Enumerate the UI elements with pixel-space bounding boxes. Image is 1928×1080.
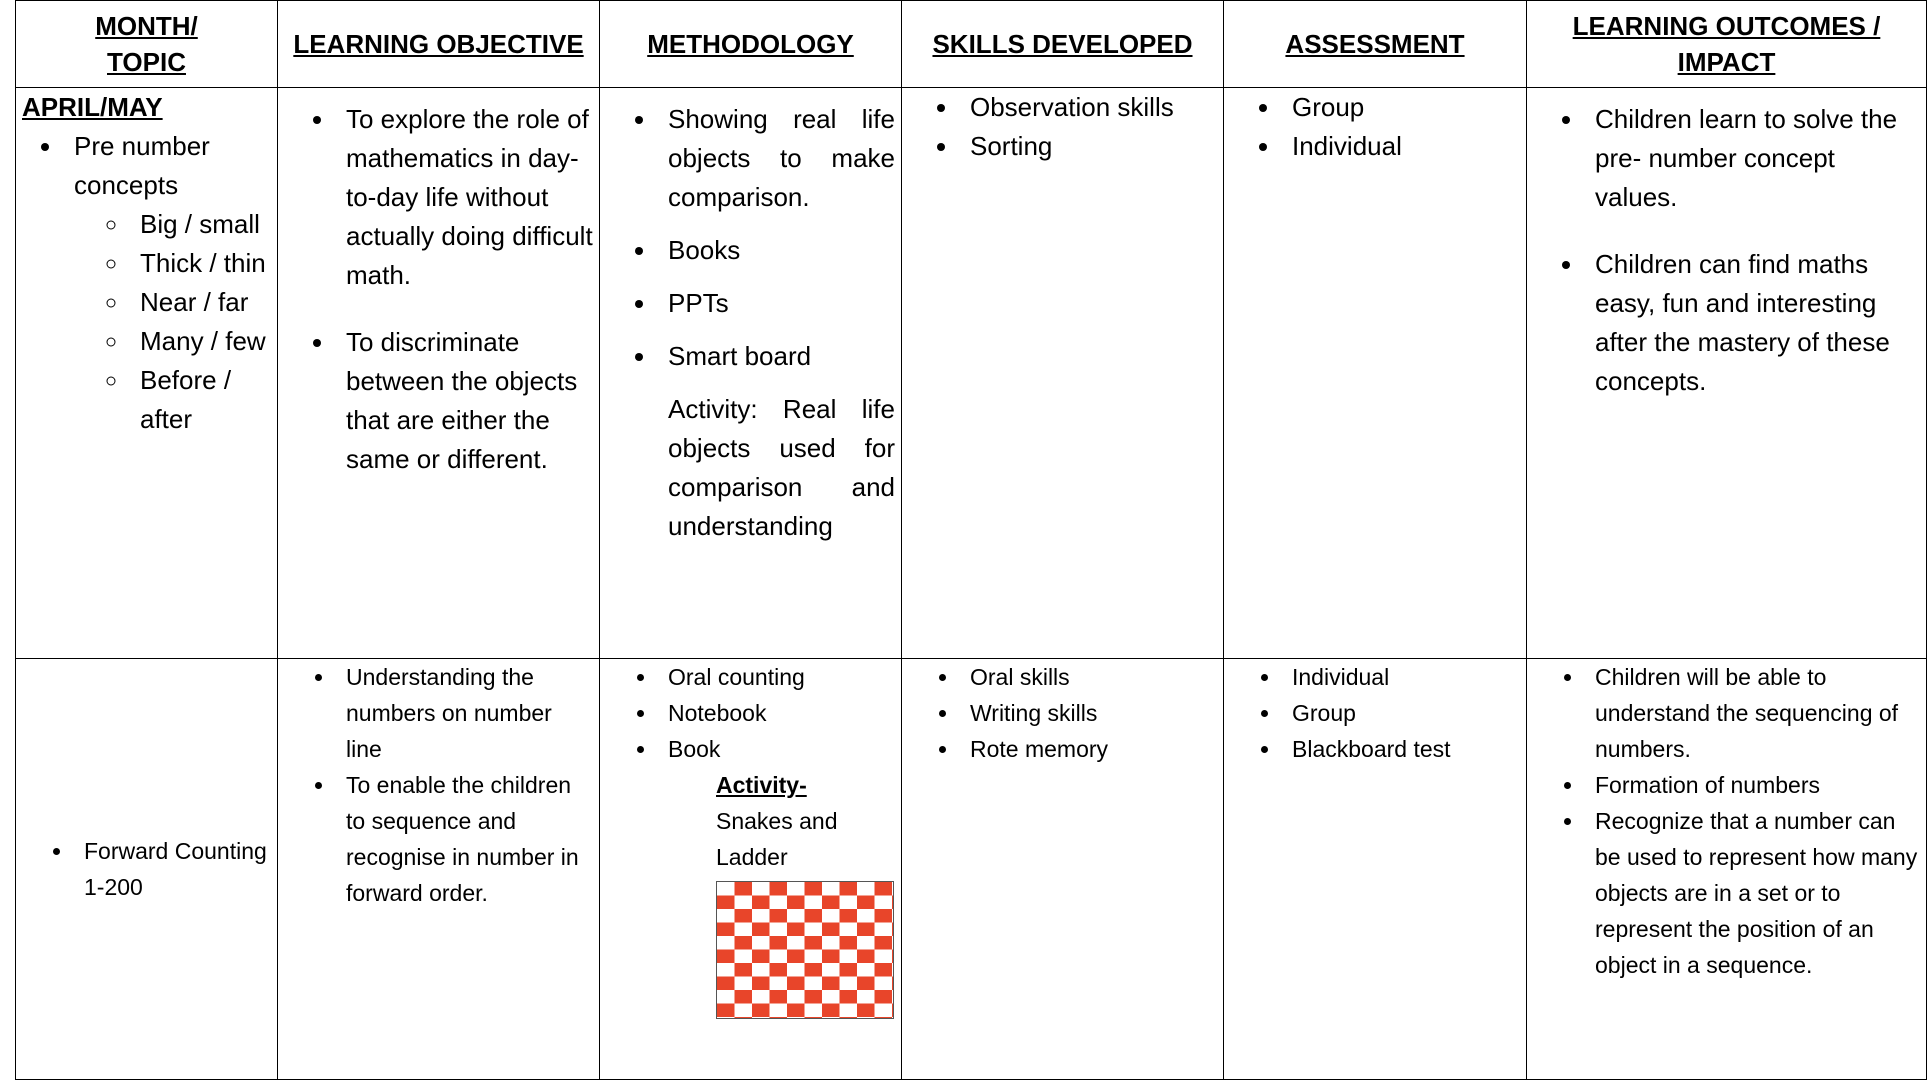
sub-item: Many / few bbox=[130, 322, 271, 361]
bullet-item: Children can find maths easy, fun and in… bbox=[1585, 245, 1920, 401]
bullet-item: Smart board bbox=[658, 337, 895, 376]
lesson-plan-table: MONTH/ TOPIC LEARNING OBJECTIVE METHODOLOG… bbox=[15, 0, 1927, 1080]
bullet-item: Book bbox=[658, 731, 895, 767]
bullet-list: Observation skillsSorting bbox=[908, 88, 1217, 166]
column-header: SKILLS DEVELOPED bbox=[901, 0, 1224, 88]
bullet-list: Oral skillsWriting skillsRote memory bbox=[908, 659, 1217, 767]
bullet-list: To explore the role of mathematics in da… bbox=[284, 100, 593, 479]
bullet-item: Sorting bbox=[960, 127, 1217, 166]
bullet-item: To discriminate between the objects that… bbox=[336, 323, 593, 479]
bullet-list: Pre number conceptsBig / smallThick / th… bbox=[22, 127, 271, 439]
table-cell: Oral skillsWriting skillsRote memory bbox=[901, 658, 1224, 1080]
table-cell: Showing real life objects to make compar… bbox=[599, 87, 902, 659]
bullet-item: Group bbox=[1282, 88, 1520, 127]
bullet-item: Books bbox=[658, 231, 895, 270]
bullet-item: Children will be able to understand the … bbox=[1585, 659, 1920, 767]
bullet-item: Group bbox=[1282, 695, 1520, 731]
sub-item: Near / far bbox=[130, 283, 271, 322]
bullet-item: Individual bbox=[1282, 659, 1520, 695]
bullet-item: Understanding the numbers on number line bbox=[336, 659, 593, 767]
table-cell: Forward Counting 1-200 bbox=[15, 658, 278, 1080]
bullet-list: Oral countingNotebookBook bbox=[606, 659, 895, 767]
bullet-item: Showing real life objects to make compar… bbox=[658, 100, 895, 217]
bullet-list: Children will be able to understand the … bbox=[1533, 659, 1920, 983]
bullet-list: Understanding the numbers on number line… bbox=[284, 659, 593, 911]
bullet-item: To enable the children to sequence and r… bbox=[336, 767, 593, 911]
table-cell: Children learn to solve the pre- number … bbox=[1526, 87, 1927, 659]
bullet-item: Oral counting bbox=[658, 659, 895, 695]
bullet-item: PPTs bbox=[658, 284, 895, 323]
cell-heading: APRIL/MAY bbox=[22, 92, 163, 122]
bullet-list: Forward Counting 1-200 bbox=[22, 833, 271, 905]
bullet-item: Recognize that a number can be used to r… bbox=[1585, 803, 1920, 983]
table-cell: APRIL/MAY Pre number conceptsBig / smallT… bbox=[15, 87, 278, 659]
column-header: LEARNING OBJECTIVE bbox=[277, 0, 600, 88]
bullet-list: Children learn to solve the pre- number … bbox=[1533, 100, 1920, 401]
table-cell: Oral countingNotebookBook Activity- Snakes… bbox=[599, 658, 902, 1080]
table-cell: Understanding the numbers on number line… bbox=[277, 658, 600, 1080]
bullet-item: Observation skills bbox=[960, 88, 1217, 127]
column-header: MONTH/ TOPIC bbox=[15, 0, 278, 88]
activity-text: Snakes and Ladder bbox=[716, 808, 838, 870]
column-header: METHODOLOGY bbox=[599, 0, 902, 88]
bullet-item: Children learn to solve the pre- number … bbox=[1585, 100, 1920, 217]
table-row: Forward Counting 1-200Understanding the … bbox=[15, 658, 1927, 1080]
bullet-item: To explore the role of mathematics in da… bbox=[336, 100, 593, 295]
sub-item: Big / small bbox=[130, 205, 271, 244]
bullet-list: IndividualGroupBlackboard test bbox=[1230, 659, 1520, 767]
table-body: APRIL/MAY Pre number conceptsBig / smallT… bbox=[15, 87, 1927, 1080]
sub-item: Thick / thin bbox=[130, 244, 271, 283]
bullet-item: Pre number conceptsBig / smallThick / th… bbox=[64, 127, 271, 439]
bullet-list: GroupIndividual bbox=[1230, 88, 1520, 166]
bullet-item: Notebook bbox=[658, 695, 895, 731]
table-cell: Observation skillsSorting bbox=[901, 87, 1224, 659]
sub-item: Before / after bbox=[130, 361, 271, 439]
table-row: APRIL/MAY Pre number conceptsBig / smallT… bbox=[15, 87, 1927, 659]
activity-text: Activity: Real life objects used for com… bbox=[668, 394, 895, 541]
bullet-item: Forward Counting 1-200 bbox=[74, 833, 271, 905]
table-cell: Children will be able to understand the … bbox=[1526, 658, 1927, 1080]
table-cell: GroupIndividual bbox=[1223, 87, 1527, 659]
bullet-item: Individual bbox=[1282, 127, 1520, 166]
column-header: LEARNING OUTCOMES / IMPACT bbox=[1526, 0, 1927, 88]
table-cell: IndividualGroupBlackboard test bbox=[1223, 658, 1527, 1080]
bullet-item: Formation of numbers bbox=[1585, 767, 1920, 803]
bullet-item: Rote memory bbox=[960, 731, 1217, 767]
activity-heading: Activity- bbox=[716, 772, 807, 798]
bullet-item: Blackboard test bbox=[1282, 731, 1520, 767]
snakes-ladder-image bbox=[716, 881, 894, 1019]
sub-list: Big / smallThick / thinNear / farMany / … bbox=[74, 205, 271, 439]
header-row: MONTH/ TOPIC LEARNING OBJECTIVE METHODOLOG… bbox=[15, 0, 1927, 88]
table-cell: To explore the role of mathematics in da… bbox=[277, 87, 600, 659]
bullet-item: Writing skills bbox=[960, 695, 1217, 731]
bullet-list: Showing real life objects to make compar… bbox=[606, 100, 895, 376]
column-header: ASSESSMENT bbox=[1223, 0, 1527, 88]
bullet-item: Oral skills bbox=[960, 659, 1217, 695]
